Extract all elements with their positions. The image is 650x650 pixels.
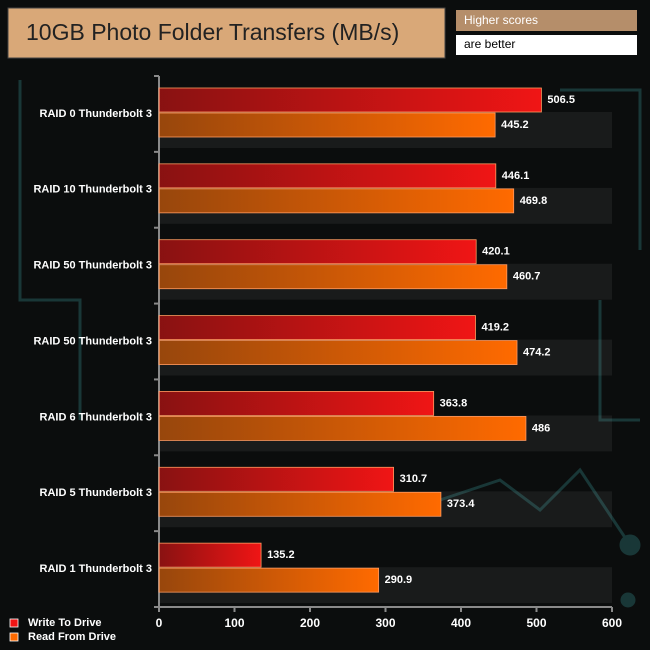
value-label: 486 bbox=[532, 422, 550, 434]
note-text: Higher scores bbox=[464, 13, 538, 27]
value-label: 474.2 bbox=[523, 346, 551, 358]
bar bbox=[158, 188, 515, 214]
x-tick-label: 200 bbox=[300, 616, 320, 630]
value-label: 135.2 bbox=[267, 549, 295, 561]
note-text: are better bbox=[464, 37, 515, 51]
value-label: 310.7 bbox=[400, 473, 428, 485]
bar bbox=[158, 239, 477, 265]
y-tick-label: RAID 10 Thunderbolt 3 bbox=[33, 184, 152, 196]
bar bbox=[158, 567, 380, 593]
bar bbox=[158, 491, 442, 517]
value-label: 460.7 bbox=[513, 271, 541, 283]
bar bbox=[158, 264, 508, 290]
value-label: 419.2 bbox=[481, 321, 509, 333]
title-box bbox=[7, 7, 446, 59]
note-box bbox=[456, 35, 637, 55]
x-tick-label: 500 bbox=[526, 616, 546, 630]
note-box bbox=[456, 10, 637, 31]
circuit-decoration bbox=[18, 80, 642, 608]
legend-label: Write To Drive bbox=[28, 617, 102, 629]
chart-title: 10GB Photo Folder Transfers (MB/s) bbox=[26, 19, 399, 45]
y-tick-label: RAID 50 Thunderbolt 3 bbox=[33, 260, 152, 272]
x-tick-label: 400 bbox=[451, 616, 471, 630]
x-tick-label: 600 bbox=[602, 616, 622, 630]
bar bbox=[158, 416, 527, 441]
value-label: 445.2 bbox=[501, 119, 529, 131]
value-label: 363.8 bbox=[440, 397, 468, 409]
value-label: 373.4 bbox=[447, 498, 475, 510]
legend-label: Read From Drive bbox=[28, 631, 116, 643]
x-tick-label: 0 bbox=[156, 616, 163, 630]
x-tick-label: 100 bbox=[224, 616, 244, 630]
value-label: 469.8 bbox=[520, 195, 548, 207]
y-tick-label: RAID 50 Thunderbolt 3 bbox=[33, 335, 152, 347]
value-label: 290.9 bbox=[385, 574, 413, 586]
x-tick-label: 300 bbox=[375, 616, 395, 630]
bar bbox=[158, 391, 435, 416]
y-tick-label: RAID 1 Thunderbolt 3 bbox=[40, 563, 152, 575]
bar bbox=[158, 340, 518, 365]
legend-swatch bbox=[9, 618, 19, 628]
legend-swatch bbox=[9, 632, 19, 642]
value-label: 446.1 bbox=[502, 170, 530, 182]
y-tick-label: RAID 6 Thunderbolt 3 bbox=[40, 411, 152, 423]
bar bbox=[158, 466, 394, 492]
y-tick-label: RAID 5 Thunderbolt 3 bbox=[40, 487, 152, 499]
bar bbox=[158, 163, 497, 189]
bar bbox=[158, 542, 262, 568]
bar bbox=[158, 315, 476, 340]
value-label: 506.5 bbox=[547, 94, 575, 106]
bar bbox=[158, 87, 542, 113]
y-tick-label: RAID 0 Thunderbolt 3 bbox=[40, 108, 152, 120]
value-label: 420.1 bbox=[482, 246, 510, 258]
bar bbox=[158, 112, 496, 138]
